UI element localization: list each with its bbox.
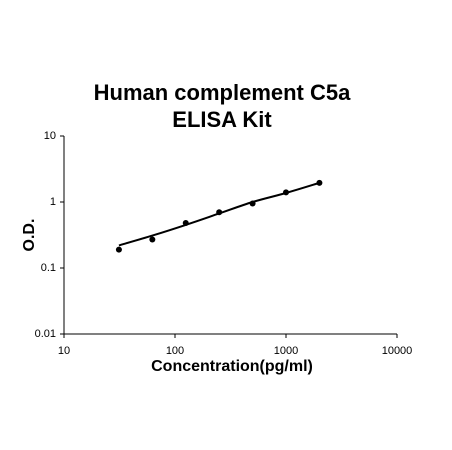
data-point [182, 220, 189, 227]
data-point [249, 200, 256, 207]
y-tick-label: 0.1 [41, 262, 56, 274]
x-tick-label: 10 [58, 345, 70, 357]
x-tick-label: 1000 [274, 345, 298, 357]
y-tick-label: 10 [44, 130, 56, 142]
chart-title: Human complement C5a [94, 80, 351, 105]
data-point [316, 179, 323, 186]
x-tick-label: 10000 [382, 345, 413, 357]
y-tick-label: 0.01 [35, 328, 56, 340]
x-tick-label: 100 [166, 345, 184, 357]
y-tick-label: 1 [50, 196, 56, 208]
data-point [283, 189, 289, 196]
data-point [216, 209, 223, 216]
data-point [115, 246, 122, 253]
chart-title: ELISA Kit [172, 107, 272, 132]
x-axis-label: Concentration(pg/ml) [151, 358, 313, 375]
y-axis-label: O.D. [21, 219, 38, 252]
data-point [149, 236, 156, 243]
